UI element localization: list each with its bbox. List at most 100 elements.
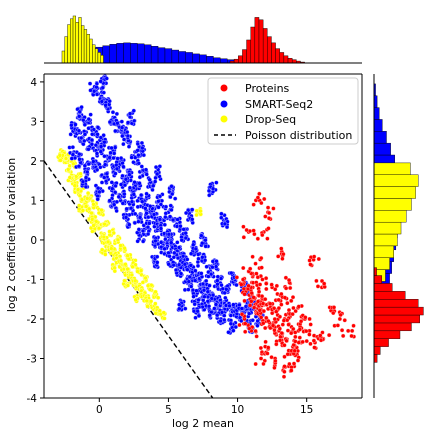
data-point-smart-seq2 [176,262,182,267]
data-point-smart-seq2 [77,151,82,157]
data-point-proteins [349,333,354,339]
data-point-smart-seq2 [222,221,228,227]
data-point-smart-seq2 [196,297,201,303]
histogram-bar-x-drop-seq [89,38,93,64]
histogram-bar-x-smart-seq2 [123,42,131,64]
data-point-smart-seq2 [82,138,87,144]
data-point-smart-seq2 [143,206,148,211]
data-point-proteins [318,333,323,338]
data-point-smart-seq2 [213,302,219,307]
data-point-smart-seq2 [136,161,141,166]
data-point-proteins [282,354,287,359]
legend-marker-smart-seq2 [220,100,228,108]
data-point-drop-seq [143,275,148,281]
data-point-proteins [315,284,321,289]
data-point-proteins [266,210,272,216]
data-point-proteins [259,315,264,320]
data-point-proteins [283,275,289,280]
data-point-smart-seq2 [144,191,149,196]
data-point-smart-seq2 [123,215,129,220]
data-point-proteins [254,271,259,276]
data-point-proteins [282,343,287,348]
data-point-proteins [241,265,246,271]
data-point-drop-seq [77,203,82,208]
data-point-smart-seq2 [127,172,132,177]
data-point-smart-seq2 [129,155,134,160]
data-point-proteins [292,348,297,353]
top-marginal-histogram [44,15,362,64]
data-point-smart-seq2 [102,154,107,159]
data-point-smart-seq2 [103,103,108,108]
histogram-bar-x-proteins [238,55,243,64]
data-point-smart-seq2 [162,246,167,251]
data-point-smart-seq2 [125,129,130,135]
data-point-smart-seq2 [79,105,84,110]
data-point-smart-seq2 [77,109,82,114]
data-point-smart-seq2 [103,162,108,167]
data-point-smart-seq2 [136,153,141,158]
data-point-drop-seq [66,167,71,172]
data-point-drop-seq [102,222,107,227]
histogram-bar-y-proteins [373,314,420,324]
data-point-smart-seq2 [68,132,73,137]
histogram-bar-y-proteins [373,346,381,355]
data-point-smart-seq2 [169,240,174,245]
data-point-proteins [285,301,290,306]
histogram-bar-y-smart-seq2 [373,107,380,120]
data-point-proteins [272,365,277,370]
histogram-bar-y-drop-seq [373,174,419,187]
data-point-drop-seq [145,304,150,309]
data-point-smart-seq2 [155,254,160,259]
data-point-proteins [308,262,313,267]
data-point-smart-seq2 [196,313,202,318]
data-point-smart-seq2 [155,171,160,177]
histogram-bar-x-smart-seq2 [137,43,145,64]
data-point-proteins [257,191,262,196]
data-point-smart-seq2 [210,186,216,191]
data-point-proteins [261,308,266,314]
data-point-proteins [318,338,324,343]
data-point-proteins [263,297,268,302]
data-point-proteins [252,231,257,237]
data-point-proteins [258,356,264,361]
data-point-smart-seq2 [158,202,164,207]
y-tick-label: 4 [30,77,37,89]
data-point-proteins [322,281,327,286]
data-point-smart-seq2 [95,125,101,130]
data-point-proteins [339,328,345,333]
x-tick-label: 0 [96,404,103,416]
data-point-proteins [280,256,285,261]
data-point-proteins [241,235,246,240]
histogram-bar-x-drop-seq [83,29,88,64]
data-point-drop-seq [79,197,85,202]
data-point-proteins [316,256,321,262]
data-point-proteins [331,305,337,310]
histogram-bar-y-smart-seq2 [373,142,391,156]
data-point-smart-seq2 [136,219,141,224]
data-point-proteins [279,330,284,336]
data-point-smart-seq2 [191,294,196,299]
data-point-smart-seq2 [151,183,156,188]
y-tick-label: -1 [27,274,37,286]
data-point-smart-seq2 [206,304,212,309]
data-point-drop-seq [125,283,131,288]
data-point-proteins [242,298,247,304]
data-point-proteins [264,281,269,286]
histogram-bar-y-drop-seq [373,221,402,235]
data-point-proteins [246,283,251,289]
data-point-smart-seq2 [181,227,186,232]
data-point-smart-seq2 [131,108,136,113]
histogram-bar-x-smart-seq2 [192,53,200,64]
data-point-smart-seq2 [99,99,104,104]
histogram-bar-x-drop-seq [92,44,96,64]
histogram-bar-x-smart-seq2 [130,43,138,64]
histogram-bar-x-proteins [267,36,272,64]
data-point-drop-seq [130,264,135,270]
data-point-smart-seq2 [183,235,188,241]
data-point-smart-seq2 [139,192,144,198]
data-point-proteins [247,303,253,308]
data-point-smart-seq2 [210,292,216,298]
histogram-bar-x-smart-seq2 [206,56,214,64]
data-point-proteins [237,322,242,328]
data-point-drop-seq [105,239,111,245]
